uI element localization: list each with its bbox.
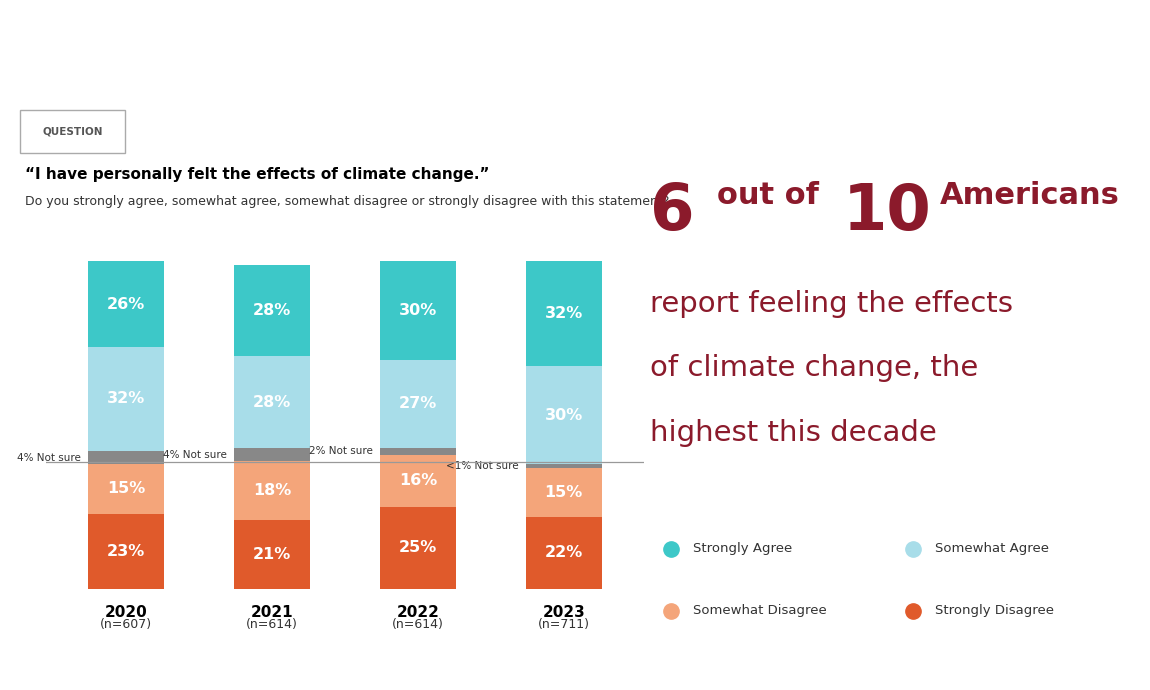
Text: Americans: Americans: [940, 181, 1119, 210]
Bar: [89, 451, 164, 464]
Text: Strongly Disagree: Strongly Disagree: [935, 604, 1053, 618]
Text: 2021: 2021: [251, 605, 293, 620]
Text: 23%: 23%: [107, 544, 145, 559]
Text: (n=614): (n=614): [392, 618, 444, 631]
Text: 32%: 32%: [545, 306, 583, 322]
Text: 4% Not sure: 4% Not sure: [17, 453, 80, 463]
Bar: [89, 346, 164, 451]
Text: Somewhat Disagree: Somewhat Disagree: [693, 604, 827, 618]
FancyBboxPatch shape: [20, 110, 125, 153]
Text: out of: out of: [718, 181, 819, 210]
Text: “I have personally felt the effects of climate change.”: “I have personally felt the effects of c…: [25, 167, 490, 182]
Text: 27%: 27%: [399, 396, 437, 411]
Bar: [380, 359, 455, 448]
Text: M: M: [1030, 21, 1070, 59]
Text: 15%: 15%: [545, 485, 583, 500]
Text: 18%: 18%: [253, 483, 291, 498]
Bar: [526, 464, 601, 468]
Bar: [235, 357, 310, 448]
Text: 2% Not sure: 2% Not sure: [309, 446, 373, 456]
Text: 2023: 2023: [543, 605, 585, 620]
Text: Source: Muhlenberg College Institute of Public Opinion, National Surveys on Ener: Source: Muhlenberg College Institute of …: [124, 661, 1026, 674]
Text: 30%: 30%: [399, 303, 437, 318]
Text: (n=614): (n=614): [246, 618, 298, 631]
Text: Strongly Agree: Strongly Agree: [693, 542, 792, 555]
Text: Somewhat Agree: Somewhat Agree: [935, 542, 1049, 555]
Text: 10: 10: [843, 181, 932, 243]
Bar: [526, 517, 601, 589]
Text: 16%: 16%: [399, 473, 437, 489]
Text: highest this decade: highest this decade: [650, 419, 936, 447]
Text: College: College: [1055, 48, 1110, 61]
Bar: [235, 265, 310, 357]
Text: 30%: 30%: [545, 408, 583, 423]
Text: report feeling the effects: report feeling the effects: [650, 290, 1013, 318]
Text: (n=711): (n=711): [538, 618, 590, 631]
Text: 25%: 25%: [399, 540, 437, 555]
Text: 4% Not sure: 4% Not sure: [163, 450, 227, 460]
Text: 32%: 32%: [107, 391, 145, 406]
Text: QUESTION: QUESTION: [43, 126, 102, 137]
Text: 26%: 26%: [107, 297, 145, 311]
Text: <1% Not sure: <1% Not sure: [446, 461, 519, 471]
Bar: [235, 461, 310, 520]
Text: 2022: 2022: [397, 605, 439, 620]
Bar: [380, 507, 455, 589]
Bar: [235, 520, 310, 589]
Text: 22%: 22%: [545, 545, 583, 560]
Bar: [380, 262, 455, 359]
Text: 2020: 2020: [105, 605, 147, 620]
Bar: [526, 262, 601, 366]
Bar: [89, 513, 164, 589]
Bar: [526, 468, 601, 517]
Bar: [380, 455, 455, 507]
Text: Do you strongly agree, somewhat agree, somewhat disagree or strongly disagree wi: Do you strongly agree, somewhat agree, s…: [25, 195, 669, 208]
Text: 28%: 28%: [253, 395, 291, 410]
Bar: [235, 448, 310, 461]
Text: 15%: 15%: [107, 482, 145, 497]
Text: 6: 6: [650, 181, 695, 243]
Bar: [89, 464, 164, 513]
Text: Muhlenberg: Muhlenberg: [1020, 23, 1110, 37]
Text: 2023 National Surveys on Energy and Environment Report: 2023 National Surveys on Energy and Envi…: [25, 27, 891, 52]
Bar: [526, 366, 601, 464]
Text: 21%: 21%: [253, 547, 291, 562]
Text: of climate change, the: of climate change, the: [650, 355, 978, 382]
Bar: [89, 262, 164, 346]
Text: 28%: 28%: [253, 303, 291, 318]
Text: (n=607): (n=607): [100, 618, 152, 631]
Bar: [380, 448, 455, 455]
